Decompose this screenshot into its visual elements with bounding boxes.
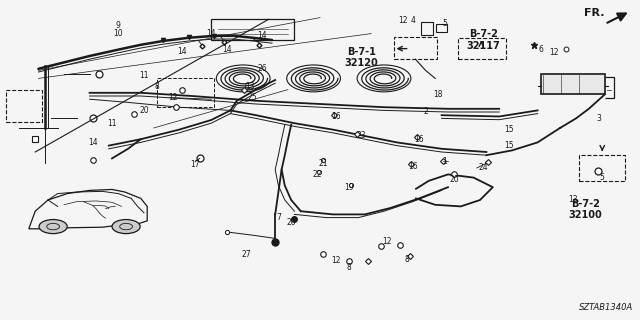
- Text: 2: 2: [423, 108, 428, 116]
- Circle shape: [112, 220, 140, 234]
- Bar: [211, 19, 294, 40]
- Text: 11: 11: [108, 119, 116, 128]
- Text: 20: 20: [139, 106, 149, 115]
- Text: 14: 14: [257, 31, 268, 40]
- Text: 8: 8: [346, 263, 351, 272]
- Text: B-7-2
32117: B-7-2 32117: [467, 29, 500, 51]
- Text: 1: 1: [442, 157, 447, 166]
- Bar: [394, 37, 437, 59]
- Text: 14: 14: [88, 138, 98, 147]
- Text: 12: 12: [399, 16, 408, 25]
- Text: 21: 21: [319, 159, 328, 168]
- Text: 16: 16: [331, 112, 341, 121]
- Text: 14: 14: [177, 47, 188, 56]
- Text: 17: 17: [190, 160, 200, 169]
- Text: 10: 10: [113, 29, 124, 38]
- Text: 23: 23: [356, 132, 367, 140]
- Text: 15: 15: [504, 125, 514, 134]
- Text: 12: 12: [332, 256, 340, 265]
- Text: 16: 16: [414, 135, 424, 144]
- Bar: [541, 74, 605, 94]
- Text: B-7-2
32100: B-7-2 32100: [569, 199, 602, 220]
- Bar: [579, 155, 625, 181]
- Text: 5: 5: [599, 173, 604, 182]
- Text: 6: 6: [538, 45, 543, 54]
- Text: FR.: FR.: [584, 8, 605, 18]
- Text: 7: 7: [276, 213, 281, 222]
- Text: 22: 22: [312, 170, 321, 179]
- Bar: [458, 38, 506, 59]
- Circle shape: [39, 220, 67, 234]
- Text: 12: 12: [168, 93, 177, 102]
- Text: 11: 11: [140, 71, 148, 80]
- Bar: [6, 90, 42, 122]
- Text: 13: 13: [244, 82, 255, 91]
- Text: 26: 26: [257, 64, 268, 73]
- Text: 20: 20: [286, 218, 296, 227]
- Text: 16: 16: [408, 162, 418, 171]
- Text: 12: 12: [383, 237, 392, 246]
- Text: B-7-1
32120: B-7-1 32120: [345, 47, 378, 68]
- Text: 27: 27: [241, 250, 252, 259]
- Text: 13: 13: [568, 196, 578, 204]
- Bar: [157, 78, 214, 107]
- Text: 15: 15: [504, 141, 514, 150]
- Text: 12: 12: [549, 48, 558, 57]
- Bar: [421, 22, 433, 35]
- Text: 8: 8: [154, 82, 159, 91]
- Text: 19: 19: [344, 183, 354, 192]
- Text: 24: 24: [478, 164, 488, 172]
- Text: 18: 18: [434, 90, 443, 99]
- Text: 4: 4: [410, 16, 415, 25]
- Text: 3: 3: [596, 114, 601, 123]
- Text: 5: 5: [442, 20, 447, 28]
- Bar: [436, 24, 447, 32]
- Text: SZTAB1340A: SZTAB1340A: [579, 303, 634, 312]
- Text: 20: 20: [449, 175, 460, 184]
- Text: 25: 25: [248, 93, 258, 102]
- Text: 9: 9: [116, 21, 121, 30]
- Text: 14: 14: [206, 29, 216, 38]
- Text: 14: 14: [222, 45, 232, 54]
- Text: 8: 8: [404, 255, 409, 264]
